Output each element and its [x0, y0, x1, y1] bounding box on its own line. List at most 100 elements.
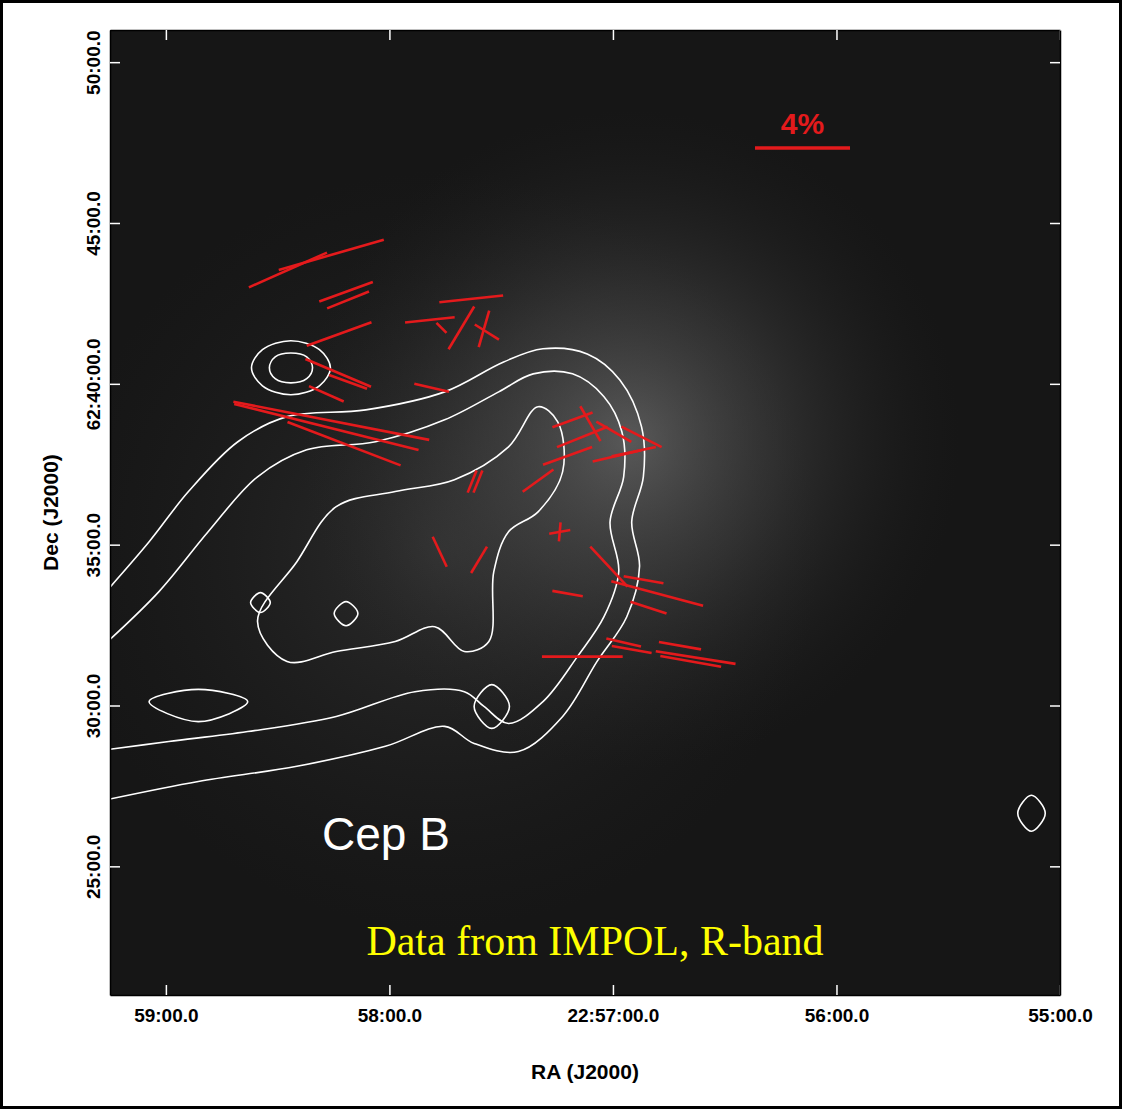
scale-bar — [755, 146, 850, 150]
axis — [1050, 31, 1061, 996]
polarization-vector — [436, 323, 446, 333]
tick: 22:57:00.0 — [567, 985, 659, 1026]
tick — [1050, 706, 1060, 707]
tick-mark — [1050, 384, 1060, 386]
tick — [166, 30, 167, 40]
polarization-vector — [405, 317, 455, 322]
axis: 50:00.0 45:00.0 62:40:00.0 35:00.0 30:00.0 25… — [83, 30, 120, 995]
contour — [474, 685, 509, 729]
polarization-vector — [596, 422, 631, 442]
polarization-vector — [612, 447, 656, 456]
tick-mark — [1050, 544, 1060, 546]
polarization-vector — [557, 427, 608, 447]
axis-line — [110, 31, 112, 996]
polarization-vector — [233, 402, 429, 440]
marks — [110, 148, 1045, 831]
tick-label: 30:00.0 — [83, 674, 104, 738]
tick-mark — [613, 985, 615, 995]
sky-background — [110, 30, 1060, 995]
polarization-vector — [659, 642, 701, 649]
polarization-vector — [621, 427, 661, 447]
polarization-vector — [606, 638, 641, 646]
contour — [110, 371, 625, 749]
nebula-glow — [110, 30, 1060, 995]
polarization-vector — [329, 375, 367, 389]
polarization-vector — [660, 656, 721, 667]
tick: 50:00.0 — [83, 30, 120, 94]
tick — [1050, 223, 1060, 224]
axis-line — [111, 995, 1061, 997]
tick-label: 25:00.0 — [83, 835, 104, 899]
polarization-vector — [439, 296, 503, 303]
tick-mark — [1050, 705, 1060, 707]
polarization-vector — [523, 469, 554, 491]
tick: 35:00.0 — [83, 513, 120, 577]
tick: 45:00.0 — [83, 191, 120, 255]
tick — [1050, 545, 1060, 546]
polarization-vector — [630, 602, 666, 614]
page-border — [2, 2, 1121, 1108]
tick-label: 58:00.0 — [358, 1005, 422, 1026]
tick-label: 56:00.0 — [805, 1005, 869, 1026]
polarization-vector — [611, 581, 703, 606]
plot: 4% Cep B Data from IMPOL, R-band 59:00.0 58:… — [83, 30, 1093, 1026]
tick-mark — [613, 30, 615, 40]
tick-mark — [1050, 223, 1060, 225]
tick-mark — [110, 384, 120, 386]
polarization-vector — [473, 471, 482, 493]
polarization-vector — [309, 386, 344, 401]
polarization-vector — [414, 384, 449, 392]
polarization-vector — [433, 537, 447, 567]
axis-line — [111, 30, 1061, 32]
polarization-vector — [449, 306, 475, 349]
tick-mark — [389, 30, 391, 40]
axis-title: Dec (J2000) — [39, 454, 62, 571]
tick — [1050, 62, 1060, 63]
region-label: Cep B — [322, 808, 450, 860]
contour — [334, 602, 358, 626]
contour — [110, 348, 645, 799]
polarization-vector — [234, 404, 418, 450]
tick — [613, 30, 614, 40]
polarization-vector — [552, 591, 582, 596]
tick — [1050, 866, 1060, 867]
polarization-vector — [475, 324, 499, 339]
polarization-vector — [287, 422, 400, 465]
tick-mark — [110, 544, 120, 546]
tick-mark — [166, 30, 168, 40]
tick — [1050, 384, 1060, 385]
contour — [149, 689, 248, 721]
tick-label: 55:00.0 — [1028, 1005, 1092, 1026]
contour — [251, 341, 330, 395]
nebula-glow — [110, 30, 1060, 995]
tick-mark — [110, 223, 120, 225]
tick-mark — [110, 705, 120, 707]
contour — [1018, 795, 1045, 831]
polarization-vector — [279, 240, 384, 270]
tick-mark — [1050, 866, 1060, 868]
axis-line — [1060, 31, 1062, 996]
tick-label: 62:40:00.0 — [83, 338, 104, 430]
polarization-vector — [543, 447, 592, 465]
axis — [111, 30, 1061, 40]
tick — [836, 30, 837, 40]
polarization-vector — [590, 547, 627, 587]
axis: 59:00.0 58:00.0 22:57:00.0 56:00.0 55:00.0 — [111, 985, 1093, 1026]
tick: 58:00.0 — [358, 985, 422, 1026]
polarization-vector — [249, 253, 327, 288]
tick-mark — [836, 30, 838, 40]
tick: 25:00.0 — [83, 835, 120, 899]
tick-mark — [110, 866, 120, 868]
tick-label: 35:00.0 — [83, 513, 104, 577]
data-source-note: Data from IMPOL, R-band — [366, 918, 823, 964]
polarization-vector — [624, 576, 664, 583]
polarization-vector — [612, 646, 652, 653]
tick: 59:00.0 — [134, 985, 198, 1026]
tick-mark — [110, 62, 120, 64]
tick: 62:40:00.0 — [83, 338, 120, 430]
scale-bar-label: 4% — [781, 107, 824, 140]
polarization-vector — [542, 655, 623, 658]
polarization-vector — [307, 322, 372, 346]
tick — [389, 30, 390, 40]
tick-label: 59:00.0 — [134, 1005, 198, 1026]
